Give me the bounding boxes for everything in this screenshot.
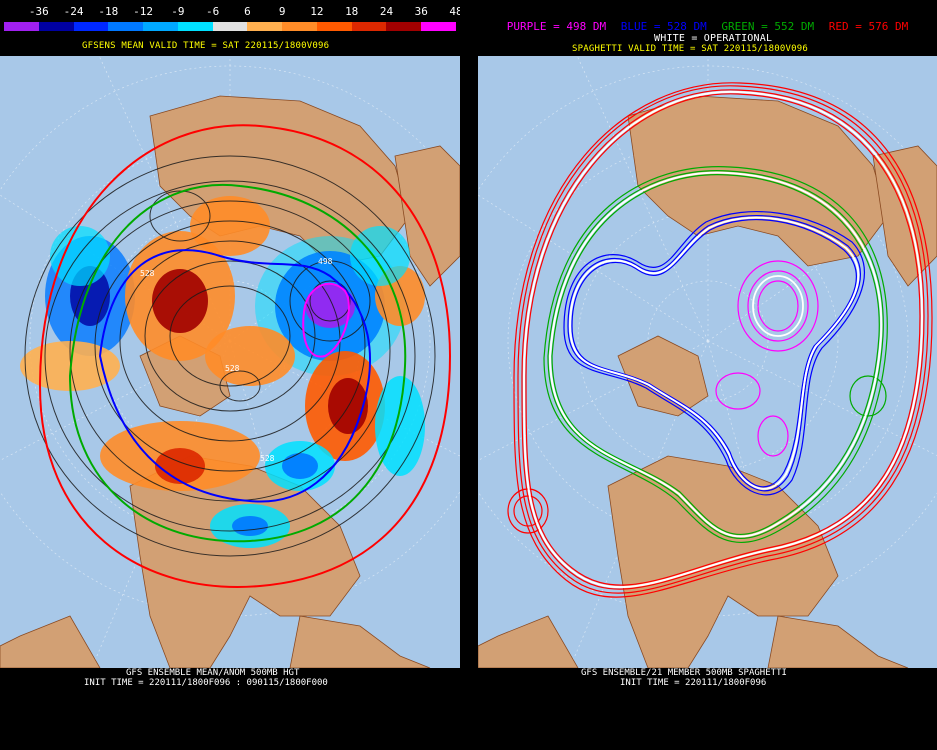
colorbar-swatch — [351, 22, 387, 31]
right-valid-time-title: SPAGHETTI VALID TIME = SAT 220115/1800V0… — [572, 44, 808, 54]
colorbar-swatch — [316, 22, 352, 31]
spaghetti-panel: PURPLE = 498 DM BLUE = 528 DM GREEN = 55… — [478, 0, 937, 750]
left-footer-line2: INIT TIME = 220111/1800F096 : 090115/180… — [84, 678, 328, 688]
colorbar-label: -12 — [133, 5, 153, 18]
contour-label: 528 — [225, 364, 240, 373]
colorbar-swatch — [177, 22, 213, 31]
colorbar-label: -36 — [28, 5, 49, 18]
contour-label: 528 — [140, 269, 155, 278]
legend-red: RED = 576 DM — [828, 20, 909, 33]
colorbar-swatch — [108, 22, 144, 31]
contour-label: 498 — [318, 257, 333, 266]
colorbar-label: 9 — [278, 5, 286, 18]
right-footer-line2: INIT TIME = 220111/1800F096 — [620, 678, 767, 688]
legend-green: GREEN = 552 DM — [721, 20, 815, 33]
left-valid-time-title: GFSENS MEAN VALID TIME = SAT 220115/1800… — [82, 41, 330, 51]
colorbar-swatch — [38, 22, 74, 31]
colorbar-label: 12 — [310, 5, 324, 18]
colorbar-swatch — [421, 22, 456, 31]
right-footer-line1: GFS ENSEMBLE/21 MEMBER 500MB SPAGHETTI — [581, 668, 787, 678]
panel-divider — [460, 0, 478, 750]
colorbar-label: 48 — [449, 5, 463, 18]
colorbar-swatch — [212, 22, 248, 31]
contour-label: 528 — [260, 454, 275, 463]
green-552-contours — [543, 166, 888, 543]
operational-label: WHITE = OPERATIONAL — [654, 33, 773, 44]
colorbar-label: -18 — [98, 5, 119, 18]
legend-blue: BLUE = 528 DM — [620, 20, 707, 33]
spaghetti-map — [478, 56, 937, 668]
colorbar-label: -9 — [171, 5, 185, 18]
colorbar-swatch — [4, 22, 39, 31]
ensemble-mean-map: 528 498 528 528 — [0, 56, 460, 668]
colorbar-label: 36 — [414, 5, 428, 18]
spaghetti-legend: PURPLE = 498 DM BLUE = 528 DM GREEN = 55… — [478, 20, 937, 33]
blue-528-contours — [563, 211, 865, 496]
anomaly-colorbar — [4, 22, 456, 31]
colorbar-label: -6 — [205, 5, 220, 18]
colorbar-labels: -36 -24 -18 -12 -9 -6 6 9 12 18 24 36 48 — [0, 5, 463, 19]
purple-498-contours — [715, 260, 819, 457]
colorbar-label: 24 — [379, 5, 394, 18]
colorbar-swatch — [143, 22, 178, 31]
colorbar-label: 6 — [244, 5, 251, 18]
colorbar-swatch — [386, 22, 422, 31]
colorbar-label: 18 — [345, 5, 359, 18]
colorbar-label: -24 — [63, 5, 84, 18]
colorbar-swatch — [282, 22, 317, 31]
red-576-contours — [507, 82, 933, 598]
colorbar-swatch — [247, 22, 283, 31]
ensemble-mean-panel: -36 -24 -18 -12 -9 -6 6 9 12 18 24 36 48 GFSENS MEAN… — [0, 0, 463, 750]
left-footer-line1: GFS ENSEMBLE MEAN/ANOM 500MB HGT — [126, 668, 300, 678]
legend-purple: PURPLE = 498 DM — [506, 20, 607, 33]
colorbar-swatch — [73, 22, 109, 31]
